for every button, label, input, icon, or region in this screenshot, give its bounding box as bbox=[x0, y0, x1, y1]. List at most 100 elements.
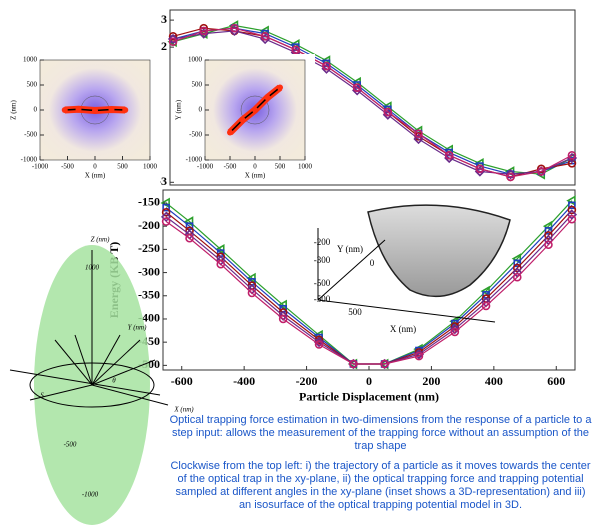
marker bbox=[544, 227, 553, 235]
marker bbox=[161, 207, 171, 217]
y-tick-label: -350 bbox=[138, 288, 160, 302]
diagram-label: S bbox=[40, 392, 44, 400]
marker bbox=[168, 32, 178, 41]
x-tick-label: 500 bbox=[117, 163, 128, 171]
series-line bbox=[172, 30, 573, 175]
point bbox=[264, 94, 271, 101]
y-tick-label: -300 bbox=[138, 264, 160, 278]
y-axis-label: Y (nm) bbox=[175, 99, 183, 120]
y-tick-label: 1000 bbox=[188, 56, 203, 64]
y-tick-label: 500 bbox=[27, 81, 38, 89]
marker bbox=[247, 288, 257, 298]
vector bbox=[54, 339, 93, 386]
marker bbox=[536, 164, 546, 174]
point bbox=[61, 107, 68, 113]
marker bbox=[230, 23, 239, 33]
diagram-label: Z (nm) bbox=[91, 236, 111, 244]
x-tick-label: 500 bbox=[275, 163, 286, 171]
y-tick-label: 3 bbox=[161, 12, 167, 26]
marker bbox=[383, 107, 393, 117]
marker bbox=[506, 172, 515, 182]
marker bbox=[167, 33, 179, 45]
diagram-label: 1000 bbox=[85, 264, 100, 272]
marker bbox=[512, 263, 522, 273]
x-axis-label: Particle Displacement (nm) bbox=[299, 389, 439, 403]
x-axis-label: X (nm) bbox=[85, 172, 106, 180]
y-tick-label: -250 bbox=[138, 241, 160, 255]
marker bbox=[349, 359, 358, 369]
marker bbox=[568, 201, 576, 210]
axis bbox=[91, 339, 141, 386]
x-tick-label: 1000 bbox=[298, 163, 313, 171]
surface-label: Y (nm) bbox=[337, 244, 363, 254]
x-tick-label: -200 bbox=[296, 374, 318, 388]
y-tick-label: -3 bbox=[157, 174, 167, 188]
marker bbox=[278, 310, 289, 321]
vector bbox=[74, 334, 93, 386]
series-line bbox=[172, 24, 573, 175]
marker bbox=[444, 150, 454, 160]
surface-label: X (nm) bbox=[390, 324, 416, 334]
surface-inset bbox=[317, 204, 511, 323]
ellipsoid-diagram bbox=[9, 245, 169, 525]
x-axis-label: X (nm) bbox=[245, 172, 266, 180]
point bbox=[108, 106, 115, 113]
surface-label: -500 bbox=[314, 278, 331, 288]
marker bbox=[413, 133, 424, 145]
marker bbox=[162, 203, 170, 212]
diagram-label: θ bbox=[112, 377, 116, 385]
surface-label: 0 bbox=[370, 258, 375, 268]
point bbox=[252, 107, 258, 113]
marker bbox=[505, 169, 516, 180]
marker bbox=[512, 272, 522, 282]
marker bbox=[199, 23, 209, 33]
x-tick-label: -1000 bbox=[197, 163, 214, 171]
surface-label: -500 bbox=[314, 294, 331, 304]
x-tick-label: 400 bbox=[485, 374, 503, 388]
x-tick-label: 600 bbox=[547, 374, 565, 388]
marker bbox=[352, 83, 362, 92]
y-tick-label: -1000 bbox=[21, 156, 38, 164]
marker bbox=[185, 222, 194, 230]
x-tick-label: 200 bbox=[422, 374, 440, 388]
x-tick-label: -600 bbox=[171, 374, 193, 388]
axis bbox=[9, 369, 161, 396]
marker bbox=[380, 359, 389, 369]
marker bbox=[199, 26, 209, 36]
marker bbox=[291, 45, 301, 55]
marker bbox=[414, 351, 424, 361]
point bbox=[92, 107, 98, 114]
diagram-label: Y (nm) bbox=[128, 324, 148, 332]
axis bbox=[317, 239, 386, 301]
y-tick-label: 500 bbox=[192, 81, 203, 89]
marker bbox=[161, 217, 171, 226]
point bbox=[239, 117, 246, 123]
marker bbox=[278, 314, 288, 324]
y-tick-label: 0 bbox=[199, 106, 203, 114]
x-tick-label: -500 bbox=[61, 163, 74, 171]
marker bbox=[566, 209, 578, 220]
x-tick-label: -1000 bbox=[32, 163, 49, 171]
marker bbox=[536, 167, 546, 176]
series-line bbox=[165, 218, 573, 365]
point bbox=[277, 84, 283, 91]
axis bbox=[317, 299, 496, 323]
axis bbox=[91, 384, 169, 406]
isosurface bbox=[367, 204, 511, 298]
marker bbox=[160, 211, 172, 223]
x-tick-label: 0 bbox=[366, 374, 372, 388]
x-tick-label: 0 bbox=[93, 163, 97, 171]
marker bbox=[260, 32, 270, 41]
diagram-label: X (nm) bbox=[173, 406, 194, 414]
vector bbox=[29, 384, 93, 401]
series-line bbox=[165, 204, 573, 365]
top-frame bbox=[169, 9, 576, 186]
caption-text: Clockwise from the top left: i) the traj… bbox=[170, 460, 591, 511]
y-tick-label: 0 bbox=[34, 106, 38, 114]
marker bbox=[216, 259, 226, 269]
series-line bbox=[165, 209, 573, 365]
marker bbox=[449, 324, 460, 335]
series-line bbox=[165, 214, 573, 365]
y-tick-label: 1000 bbox=[23, 56, 38, 64]
marker bbox=[475, 164, 485, 174]
